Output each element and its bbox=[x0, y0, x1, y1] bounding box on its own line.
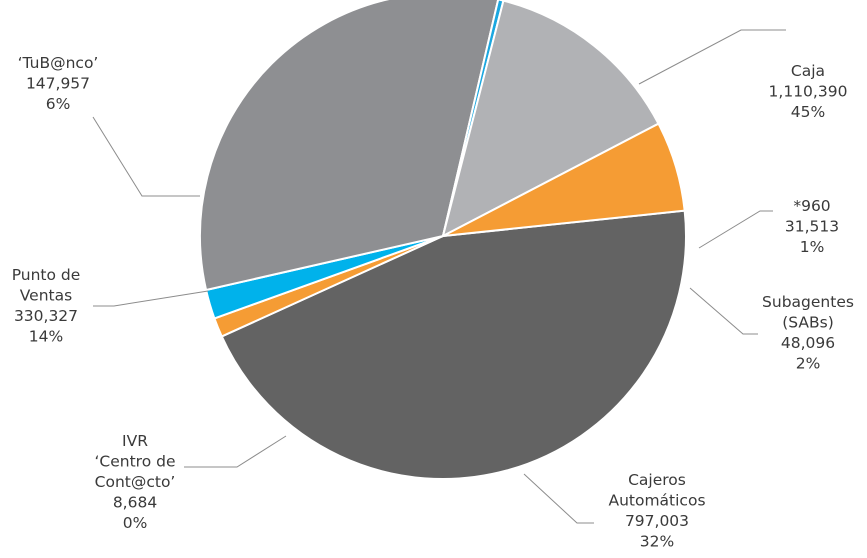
slice-value-caja: 1,110,390 bbox=[769, 83, 848, 101]
leader-line-tub-nco bbox=[92, 116, 200, 197]
leader-lines bbox=[92, 29, 786, 524]
slice-label-ivr-centro-de-cont-cto: Cont@cto’ bbox=[95, 473, 176, 491]
slice-value-ivr-centro-de-cont-cto: 8,684 bbox=[113, 494, 157, 512]
slice-label-cajeros-autom-ticos: Automáticos bbox=[608, 492, 705, 510]
pie-slice-punto-de-ventas bbox=[442, 0, 660, 237]
slice-label-960: *960 bbox=[793, 197, 830, 215]
pie-slices bbox=[199, 0, 688, 480]
slice-percent-960: 1% bbox=[800, 238, 825, 256]
slice-percent-ivr-centro-de-cont-cto: 0% bbox=[123, 514, 148, 532]
slice-label-caja: Caja bbox=[791, 62, 825, 80]
slice-label-punto-de-ventas: Ventas bbox=[20, 287, 72, 305]
leader-line-ivr-centro-de-cont-cto bbox=[184, 435, 287, 468]
slice-label-ivr-centro-de-cont-cto: IVR bbox=[122, 432, 148, 450]
slice-label-tub-nco: ‘TuB@nco’ bbox=[18, 54, 99, 72]
slice-percent-tub-nco: 6% bbox=[46, 95, 71, 113]
leader-line-caja bbox=[638, 29, 786, 85]
slice-value-960: 31,513 bbox=[785, 218, 839, 236]
leader-line-cajeros-autom-ticos bbox=[523, 473, 594, 524]
pie-slice-caja bbox=[220, 209, 688, 480]
pie-slice-cajeros-autom-ticos bbox=[199, 0, 500, 291]
leader-line-subagentes-sabs bbox=[689, 287, 758, 335]
slice-percent-punto-de-ventas: 14% bbox=[29, 328, 63, 346]
slice-label-cajeros-autom-ticos: Cajeros bbox=[628, 471, 686, 489]
slice-percent-subagentes-sabs: 2% bbox=[796, 355, 821, 373]
slice-value-tub-nco: 147,957 bbox=[26, 75, 90, 93]
pie-slice-tub-nco bbox=[442, 122, 686, 237]
slice-value-subagentes-sabs: 48,096 bbox=[781, 334, 835, 352]
leader-line-punto-de-ventas bbox=[93, 290, 209, 307]
slice-label-punto-de-ventas: Punto de bbox=[12, 266, 81, 284]
slice-labels: Caja 1,110,390 45% *960 31,513 1% Subagentes (S… bbox=[12, 54, 854, 551]
slice-percent-cajeros-autom-ticos: 32% bbox=[640, 533, 674, 551]
leader-line-960 bbox=[698, 210, 773, 249]
slice-value-punto-de-ventas: 330,327 bbox=[14, 307, 78, 325]
slice-label-ivr-centro-de-cont-cto: ‘Centro de bbox=[94, 453, 175, 471]
slice-label-subagentes-sabs: Subagentes bbox=[762, 293, 854, 311]
slice-label-subagentes-sabs: (SABs) bbox=[782, 314, 834, 332]
slice-percent-caja: 45% bbox=[791, 103, 825, 121]
slice-value-cajeros-autom-ticos: 797,003 bbox=[625, 512, 689, 530]
